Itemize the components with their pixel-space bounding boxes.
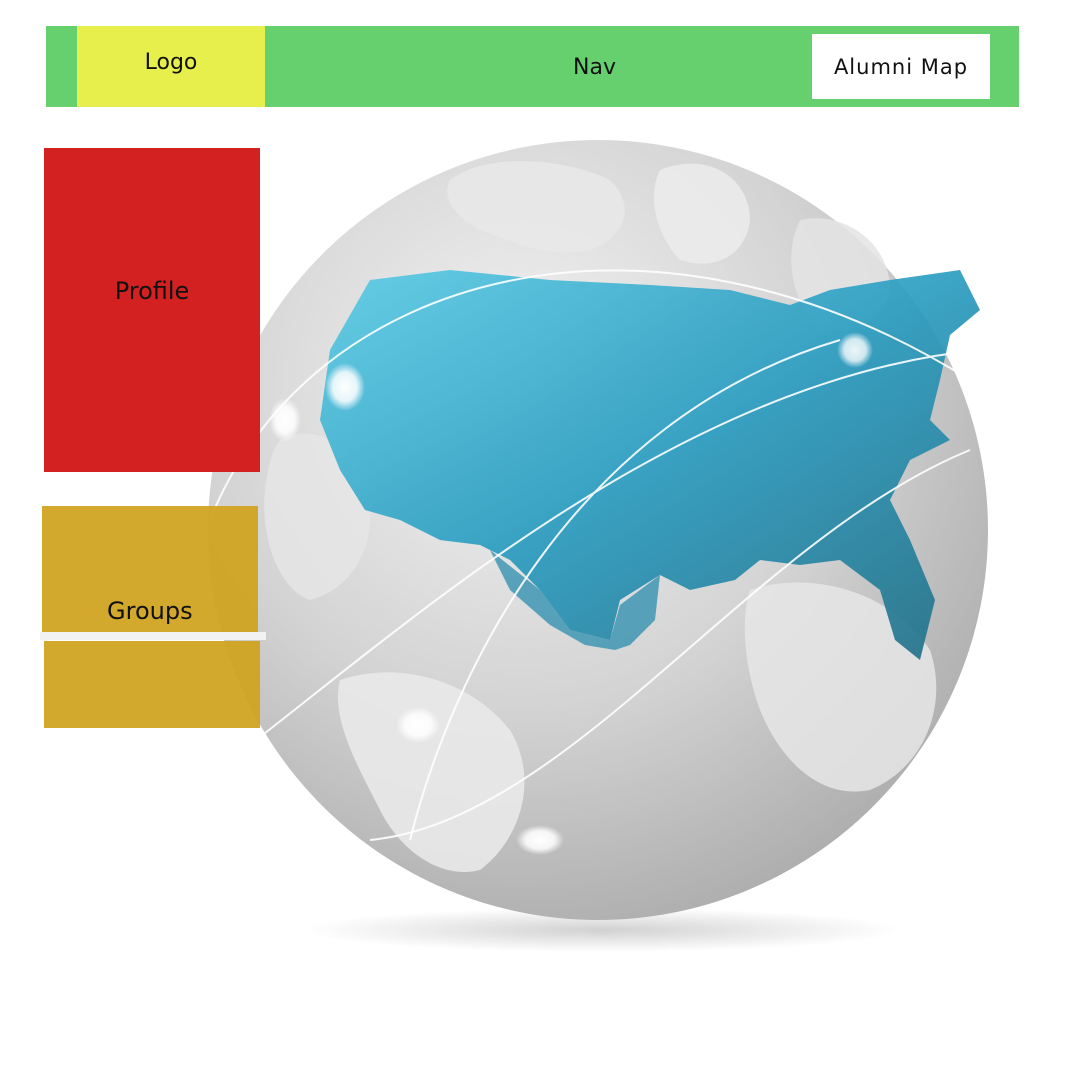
profile-panel[interactable]: Profile [44, 148, 260, 472]
globe-icon [208, 140, 988, 952]
logo[interactable]: Logo [77, 26, 265, 107]
logo-label: Logo [144, 50, 198, 75]
profile-label: Profile [114, 277, 190, 305]
globe-map-graphic [190, 120, 1010, 960]
groups-divider [40, 632, 266, 640]
groups-panel-lower[interactable] [44, 641, 260, 728]
nav-label[interactable]: Nav [573, 55, 616, 80]
groups-label: Groups [107, 597, 193, 625]
top-header: Logo Nav Alumni Map [46, 26, 1019, 107]
alumni-map-button[interactable]: Alumni Map [812, 34, 990, 99]
groups-panel[interactable] [42, 506, 258, 632]
